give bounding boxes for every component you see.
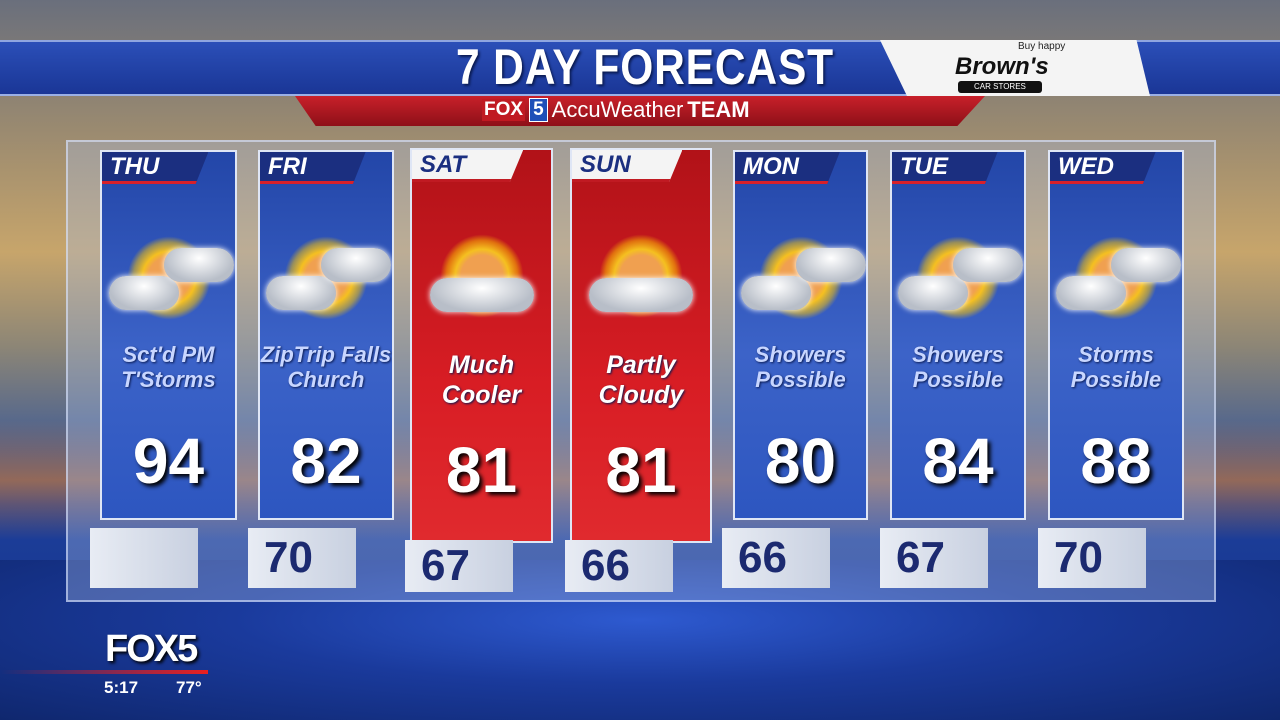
day-label: SAT <box>420 151 467 178</box>
forecast-description: Partly Cloudy <box>598 351 684 409</box>
high-temperature: 84 <box>922 425 994 497</box>
day-card-sun: SUN Partly Cloudy 81 <box>570 148 712 543</box>
day-label: TUE <box>900 153 948 180</box>
day-label: SUN <box>580 151 631 178</box>
accuweather-label: AccuWeather <box>551 97 684 122</box>
day-header: MON <box>735 152 840 184</box>
current-time: 5:17 <box>104 678 139 697</box>
high-temperature: 88 <box>1080 425 1152 497</box>
day-card-tue: TUE Showers Possible 84 <box>890 150 1026 520</box>
bug-divider <box>0 670 208 674</box>
forecast-description: Much Cooler <box>441 351 522 409</box>
low-temperature: 66 <box>565 540 673 592</box>
sponsor-tagline: Buy happy <box>1018 41 1066 52</box>
sponsor-subtitle: CAR STORES <box>958 81 1042 93</box>
day-label: MON <box>743 153 799 180</box>
day-label: WED <box>1058 153 1114 180</box>
day-card-wed: WED Storms Possible 88 <box>1048 150 1184 520</box>
day-card-mon: MON Showers Possible 80 <box>733 150 868 520</box>
station-brand: FOX 5 AccuWeather TEAM <box>482 97 750 123</box>
high-temperature: 81 <box>445 434 518 506</box>
high-temperature: 80 <box>764 425 837 497</box>
low-temperature: 66 <box>722 528 830 588</box>
low-temperature: 67 <box>880 528 988 588</box>
day-header: FRI <box>260 152 366 184</box>
low-temperature: 70 <box>248 528 356 588</box>
fox-logo: FOX <box>482 99 526 121</box>
high-temperature: 94 <box>132 425 205 497</box>
forecast-description: Showers Possible <box>754 342 847 392</box>
day-header: SAT <box>412 150 524 182</box>
day-header: SUN <box>572 150 683 182</box>
partly-cloudy-icon <box>422 216 542 336</box>
sun-cloud-showers-icon <box>740 218 866 338</box>
forecast-description: Sct'd PM T'Storms <box>121 342 216 392</box>
page-title: 7 DAY FORECAST <box>456 39 834 95</box>
day-card-thu: THU Sct'd PM T'Storms 94 <box>100 150 237 520</box>
day-card-fri: FRI ZipTrip Falls Church 82 <box>258 150 394 520</box>
team-label: TEAM <box>687 97 750 122</box>
current-temperature: 77° <box>176 678 202 697</box>
day-card-sat: SAT Much Cooler 81 <box>410 148 553 543</box>
sun-cloud-storm-icon <box>1056 218 1181 338</box>
sun-cloud-showers-icon <box>266 218 391 338</box>
forecast-description: Showers Possible <box>912 342 1004 392</box>
low-temperature <box>90 528 198 588</box>
low-temperature: 67 <box>405 540 513 592</box>
partly-cloudy-icon <box>581 216 701 336</box>
high-temperature: 81 <box>605 434 677 506</box>
five-logo: 5 <box>529 98 548 122</box>
sun-cloud-showers-icon <box>898 218 1023 338</box>
day-label: THU <box>110 153 160 180</box>
low-temperature: 70 <box>1038 528 1146 588</box>
sponsor-logo: Brown's <box>955 53 1049 80</box>
day-header: TUE <box>892 152 998 184</box>
sun-cloud-storm-icon <box>108 218 234 338</box>
brand-bar <box>295 96 985 126</box>
day-label: FRI <box>268 153 307 180</box>
forecast-description: Storms Possible <box>1070 342 1162 392</box>
station-bug-logo: FOX5 <box>105 628 198 670</box>
high-temperature: 82 <box>290 425 362 497</box>
day-header: THU <box>102 152 209 184</box>
forecast-description: ZipTrip Falls Church <box>260 342 392 392</box>
day-header: WED <box>1050 152 1156 184</box>
